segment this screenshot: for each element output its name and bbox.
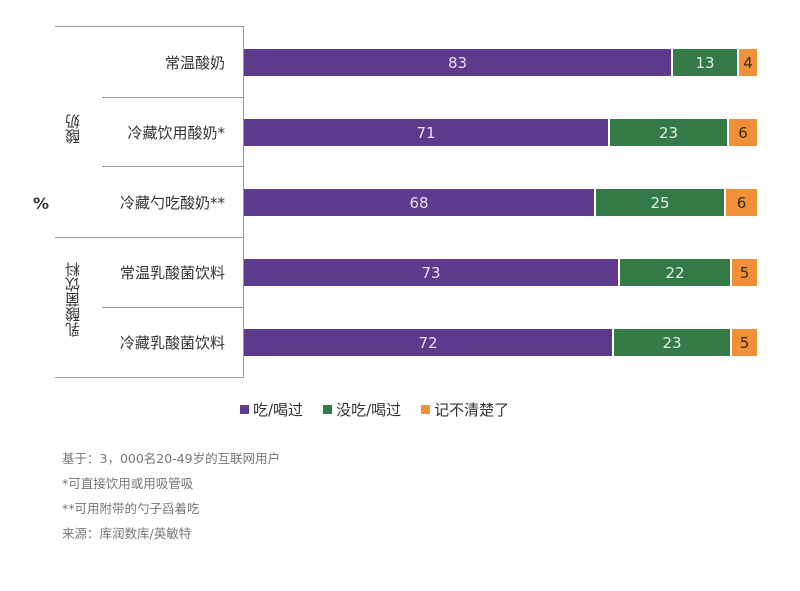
legend-item-ate: 吃/喝过 <box>240 399 303 420</box>
bar-row: 73 22 5 <box>244 259 757 286</box>
bar-segment-not-ate: 22 <box>618 259 730 286</box>
bar-row: 68 25 6 <box>244 189 757 216</box>
legend: 吃/喝过 没吃/喝过 记不清楚了 <box>240 399 509 420</box>
legend-item-unsure: 记不清楚了 <box>421 399 509 420</box>
legend-label: 记不清楚了 <box>434 401 510 419</box>
bar-row: 83 13 4 <box>244 49 757 76</box>
category-label: 冷藏饮用酸奶* <box>127 124 225 142</box>
legend-swatch-purple <box>240 405 249 414</box>
bar-segment-ate: 72 <box>244 329 612 356</box>
group-divider <box>55 237 243 238</box>
legend-item-not-ate: 没吃/喝过 <box>323 399 401 420</box>
note-drinkable: *可直接饮用或用吸管吸 <box>62 476 194 491</box>
bar-segment-ate: 68 <box>244 189 594 216</box>
bar-segment-not-ate: 13 <box>671 49 737 76</box>
bar-segment-not-ate: 23 <box>608 119 727 146</box>
row-divider <box>102 307 243 308</box>
group-label-yogurt: 酸奶 <box>64 114 82 144</box>
legend-label: 没吃/喝过 <box>336 401 402 419</box>
y-axis-line <box>243 26 244 378</box>
note-spoonable: **可用附带的勺子舀着吃 <box>62 501 200 516</box>
category-label: 冷藏乳酸菌饮料 <box>119 334 225 352</box>
bar-segment-unsure: 4 <box>737 49 757 76</box>
legend-label: 吃/喝过 <box>253 401 304 419</box>
bar-segment-unsure: 5 <box>730 259 757 286</box>
row-divider <box>102 97 243 98</box>
bar-segment-not-ate: 23 <box>612 329 730 356</box>
bar-segment-ate: 73 <box>244 259 618 286</box>
note-base: 基于：3，000名20-49岁的互联网用户 <box>62 451 281 466</box>
bar-segment-unsure: 6 <box>727 119 757 146</box>
note-source: 来源：库润数库/英敏特 <box>62 526 192 541</box>
footnotes: 基于：3，000名20-49岁的互联网用户 *可直接饮用或用吸管吸 **可用附带… <box>62 446 280 546</box>
bar-segment-ate: 71 <box>244 119 608 146</box>
bar-segment-unsure: 6 <box>724 189 757 216</box>
unit-label: % <box>33 194 50 213</box>
bar-row: 71 23 6 <box>244 119 757 146</box>
bottom-border <box>55 377 243 378</box>
legend-swatch-orange <box>421 405 431 414</box>
category-label: 冷藏勺吃酸奶** <box>119 194 225 212</box>
category-label: 常温乳酸菌饮料 <box>119 264 225 282</box>
bar-segment-not-ate: 25 <box>594 189 724 216</box>
category-label: 常温酸奶 <box>164 54 225 72</box>
group-label-lactic-drink: 乳酸菌饮料 <box>64 262 82 337</box>
bar-segment-unsure: 5 <box>730 329 757 356</box>
legend-swatch-green <box>323 405 333 414</box>
top-border <box>55 26 243 27</box>
bar-segment-ate: 83 <box>244 49 671 76</box>
bar-row: 72 23 5 <box>244 329 757 356</box>
row-divider <box>102 166 243 167</box>
